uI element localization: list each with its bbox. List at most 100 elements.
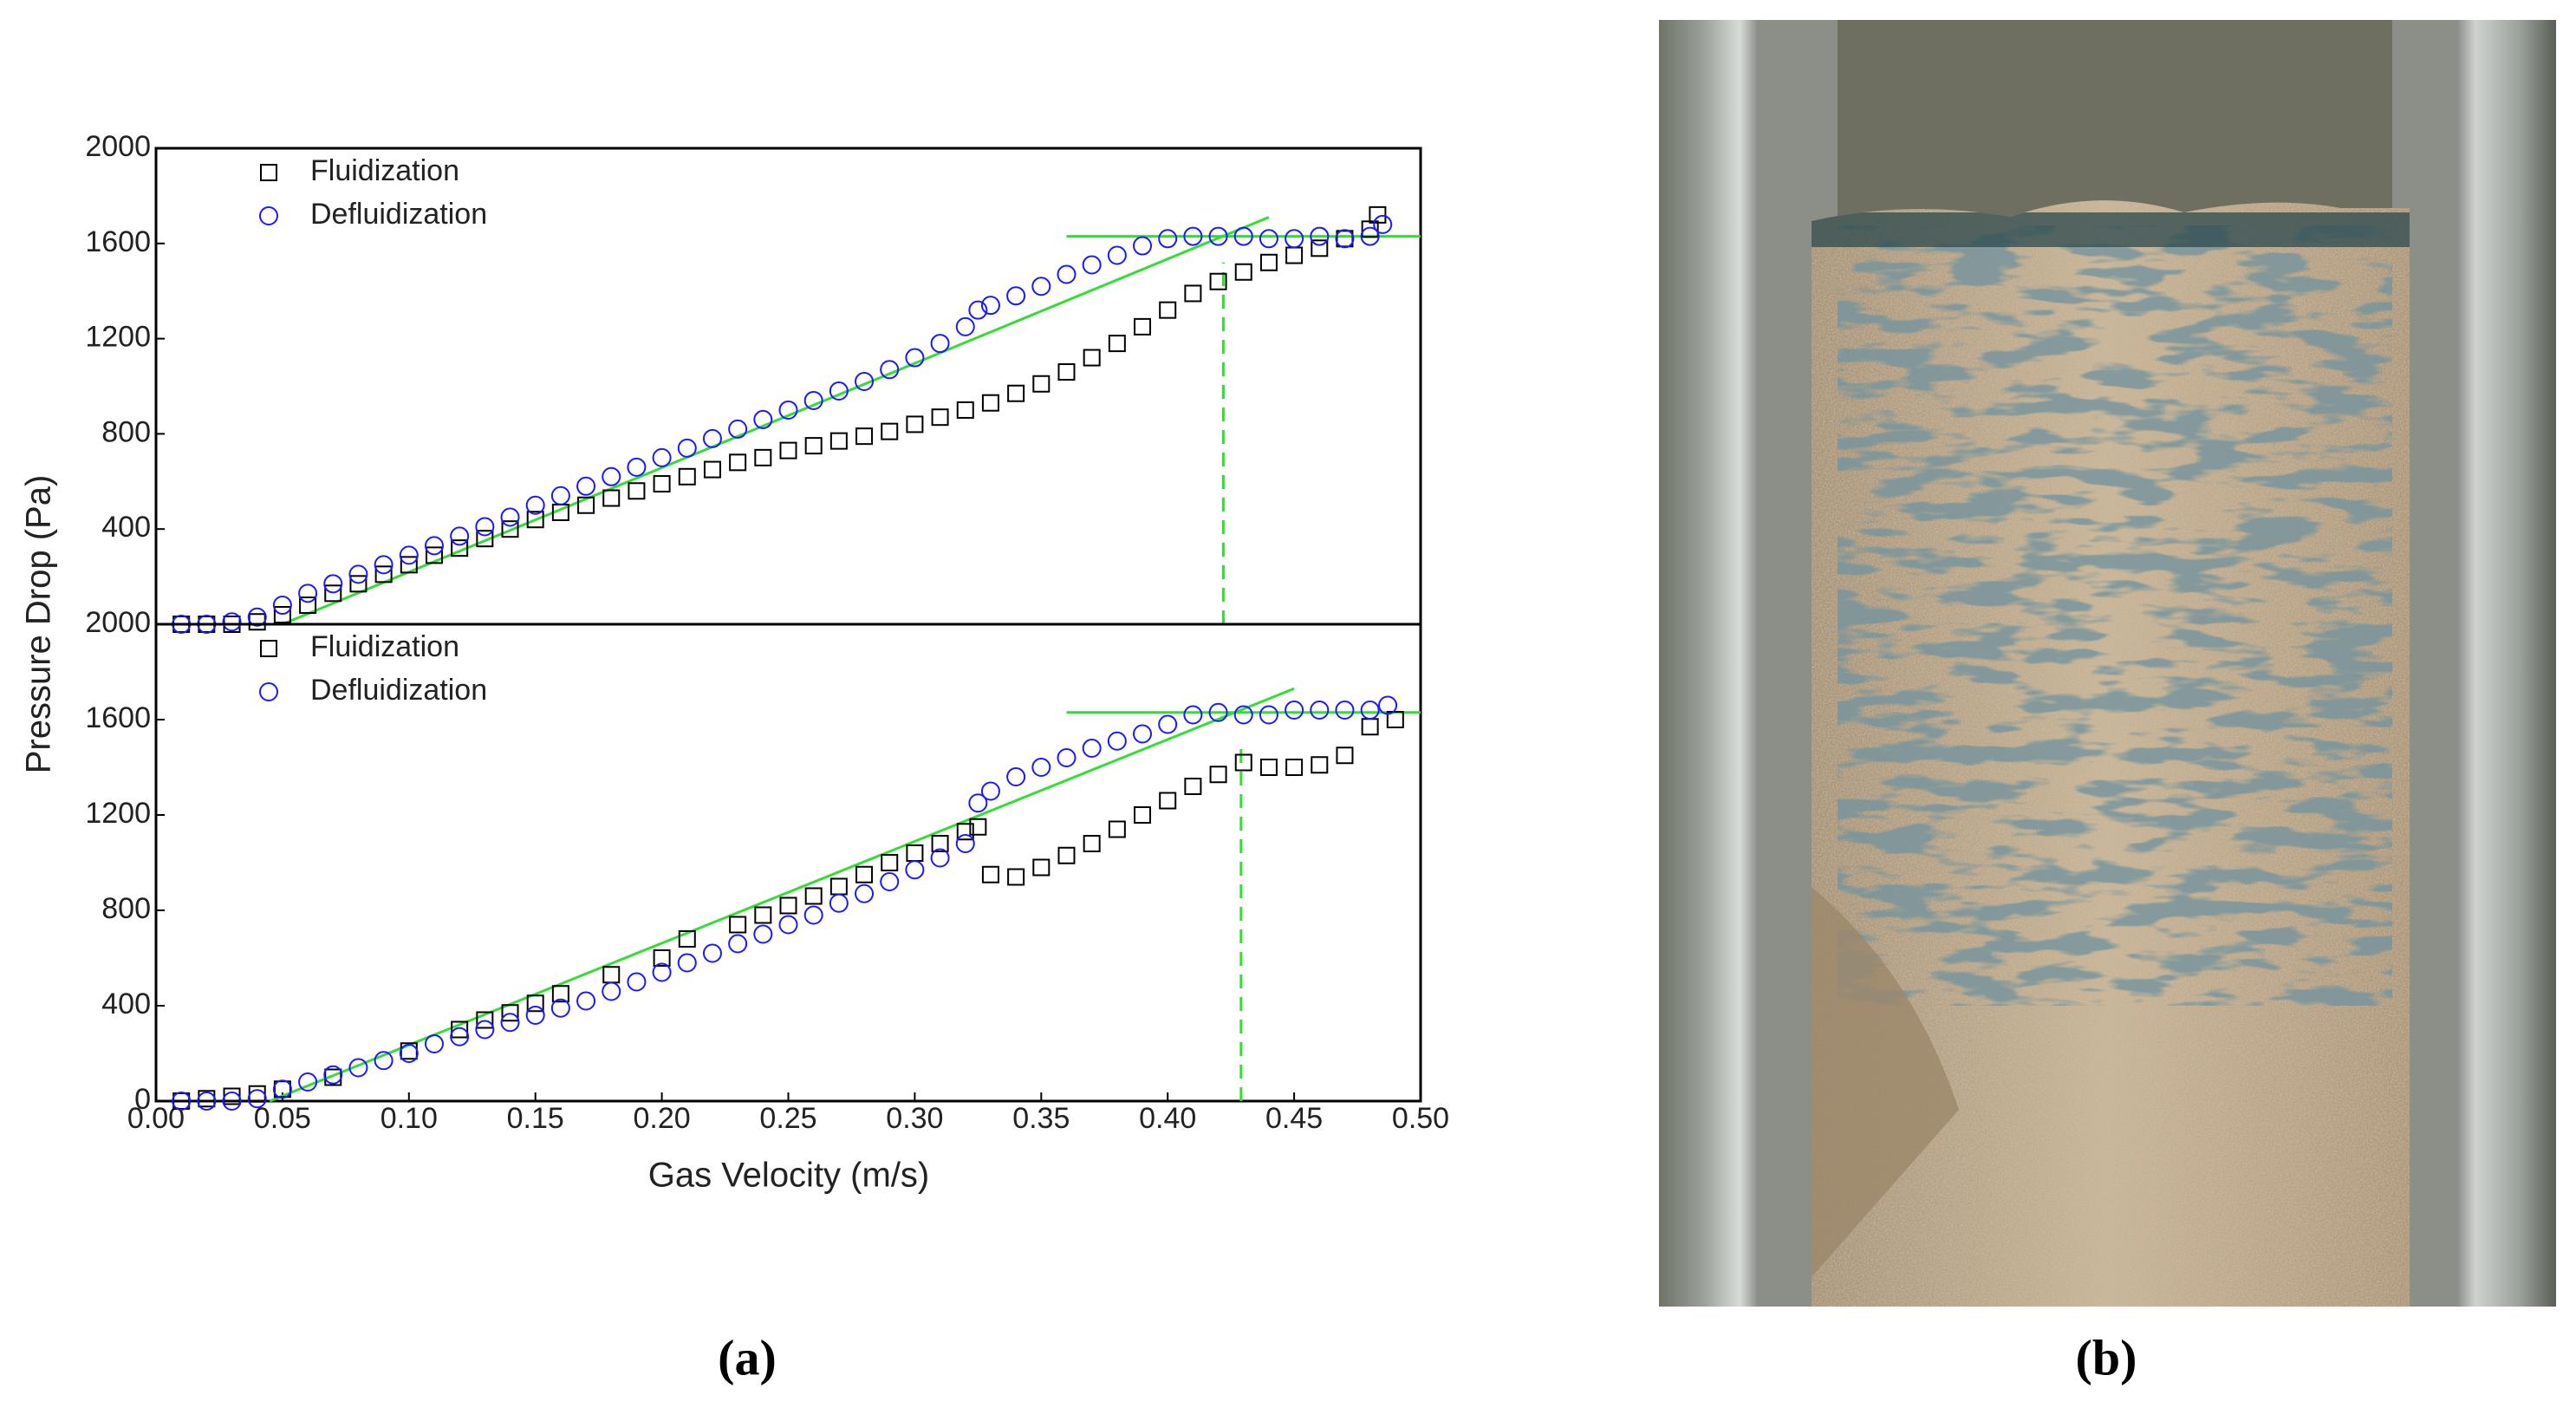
data-point xyxy=(627,972,647,992)
data-point xyxy=(753,409,773,429)
data-point xyxy=(956,401,974,419)
data-point xyxy=(247,1089,267,1109)
x-tick-label: 0.45 xyxy=(1265,1102,1323,1135)
data-point xyxy=(981,394,999,412)
data-point xyxy=(1285,246,1304,264)
legend-label: Defluidization xyxy=(310,198,487,231)
data-point xyxy=(905,348,925,368)
panel-label: (a) xyxy=(718,1329,777,1385)
data-point xyxy=(678,467,696,486)
data-point xyxy=(1369,205,1387,224)
data-point xyxy=(1032,375,1051,393)
y-tick-label: 1600 xyxy=(85,225,151,258)
data-point xyxy=(1336,746,1354,765)
data-point xyxy=(272,1079,292,1099)
data-point xyxy=(980,781,1000,801)
data-point xyxy=(1057,264,1077,284)
data-point xyxy=(1083,835,1101,852)
data-point xyxy=(1134,317,1152,336)
data-point xyxy=(500,507,520,527)
data-point xyxy=(829,877,848,896)
data-point xyxy=(653,475,671,493)
data-point xyxy=(323,574,343,594)
data-point xyxy=(1007,384,1025,402)
data-point xyxy=(576,991,596,1011)
data-point xyxy=(526,511,544,529)
data-point xyxy=(906,415,924,433)
data-point xyxy=(880,360,900,380)
data-point xyxy=(930,848,950,868)
data-point xyxy=(1031,277,1051,297)
data-point xyxy=(1285,229,1304,249)
data-point xyxy=(1361,718,1379,736)
data-point xyxy=(602,981,621,1001)
data-point xyxy=(1007,868,1025,886)
data-point xyxy=(855,883,875,903)
data-point xyxy=(906,844,924,862)
y-tick-label: 400 xyxy=(101,988,151,1020)
data-point xyxy=(374,565,393,583)
x-tick-label: 0.35 xyxy=(1012,1102,1070,1135)
data-point xyxy=(1057,363,1076,381)
data-point xyxy=(931,408,949,427)
data-point xyxy=(298,1072,318,1092)
data-point xyxy=(374,1051,394,1071)
data-point xyxy=(1158,229,1178,249)
data-point xyxy=(1259,705,1278,725)
y-tick-label: 2000 xyxy=(85,130,151,163)
data-point xyxy=(1108,335,1126,353)
data-point xyxy=(1259,253,1278,271)
data-point xyxy=(855,372,875,392)
data-point xyxy=(550,486,570,505)
data-point xyxy=(905,860,925,880)
data-point xyxy=(272,596,292,616)
legend-marker xyxy=(259,682,278,701)
data-point xyxy=(424,1034,444,1053)
data-point xyxy=(476,530,494,548)
x-tick-label: 0.20 xyxy=(634,1102,691,1135)
data-point xyxy=(197,1092,217,1111)
plot-frame xyxy=(154,623,1422,1103)
data-point xyxy=(969,818,987,836)
data-point xyxy=(476,1011,494,1029)
data-point xyxy=(1133,724,1153,744)
data-point xyxy=(728,934,748,954)
data-point xyxy=(778,915,798,935)
x-tick-label: 0.40 xyxy=(1139,1102,1196,1135)
data-point xyxy=(728,419,748,439)
data-point xyxy=(1234,263,1252,281)
plot: 0 400 800 1200 1600 2000 0.00 0.05 0.10 0.15 0.20 0… xyxy=(85,606,1449,1195)
panel-label: (b) xyxy=(2076,1329,2137,1385)
data-point xyxy=(1209,766,1227,784)
y-tick-label: 800 xyxy=(101,415,151,448)
data-point xyxy=(880,872,900,891)
data-point xyxy=(754,448,772,466)
legend-marker xyxy=(259,206,278,225)
data-point xyxy=(968,793,988,813)
data-point xyxy=(451,1020,469,1039)
data-point xyxy=(778,400,798,420)
data-point xyxy=(968,300,988,320)
data-point xyxy=(855,865,874,883)
data-point xyxy=(628,482,646,500)
legend-label: Defluidization xyxy=(310,674,487,707)
data-point xyxy=(1108,820,1126,838)
legend-marker xyxy=(260,640,277,657)
y-tick-label: 400 xyxy=(101,511,151,544)
y-tick-label: 0 xyxy=(134,1083,151,1116)
data-point xyxy=(677,953,697,973)
data-point xyxy=(1311,756,1329,774)
data-point xyxy=(1057,748,1077,767)
data-point xyxy=(1183,705,1203,725)
x-tick-label: 0.10 xyxy=(381,1102,438,1135)
data-point xyxy=(779,896,797,915)
data-point xyxy=(1378,695,1398,715)
data-point xyxy=(1335,229,1355,249)
data-point xyxy=(349,575,368,593)
data-point xyxy=(247,607,267,627)
data-point xyxy=(829,381,849,401)
data-point xyxy=(475,517,495,537)
x-tick-label: 0.15 xyxy=(507,1102,564,1135)
